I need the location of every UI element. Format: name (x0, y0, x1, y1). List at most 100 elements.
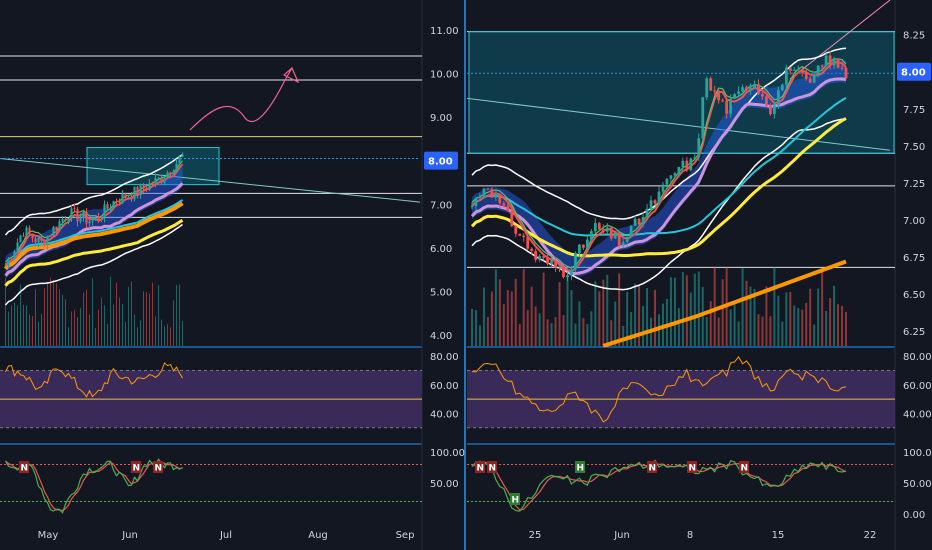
candle-body (530, 248, 534, 251)
candle-body (7, 258, 10, 266)
volume-bar (749, 286, 752, 346)
candle-body (725, 100, 729, 114)
volume-bar (534, 306, 537, 346)
left-chart-panel[interactable]: 11.0010.009.008.007.006.005.004.008.0080… (0, 0, 465, 550)
candle-body (94, 217, 97, 221)
volume-bar (53, 279, 54, 346)
volume-bar (8, 311, 9, 346)
volume-bar (71, 311, 72, 346)
volume-bar (733, 300, 736, 346)
volume-bar (164, 326, 165, 346)
volume-bar (558, 282, 561, 346)
rsi-line (5, 362, 183, 398)
volume-bar (101, 297, 102, 346)
volume-bar (833, 285, 836, 346)
candle-body (776, 90, 780, 106)
rsi-tick-label: 80.00 (903, 352, 932, 363)
volume-bar (821, 269, 824, 346)
date-tick-label: Jun (613, 530, 630, 541)
candle-body (749, 87, 752, 90)
candle-body (605, 227, 609, 232)
volume-bar (149, 293, 150, 346)
rsi-tick-label: 40.00 (430, 409, 459, 420)
stoch-marker-text: N (649, 464, 657, 474)
volume-bar (665, 298, 668, 346)
price-tick-label: 7.25 (903, 179, 925, 190)
candle-body (37, 237, 40, 243)
date-tick-label: Sep (396, 530, 415, 541)
volume-bar (713, 266, 716, 346)
stoch-marker-text: N (489, 464, 497, 474)
yellow-moving-average (470, 117, 847, 258)
stoch-tick-label: 100.00 (903, 448, 932, 459)
last-price-badge (897, 62, 931, 81)
volume-bar (661, 303, 664, 346)
right-chart-panel[interactable]: 8.258.007.757.507.257.006.756.506.258.00… (466, 0, 932, 550)
stoch-tick-label: 0.00 (903, 510, 925, 521)
candle-body (133, 186, 136, 200)
volume-bar (498, 279, 501, 346)
candle-body (97, 217, 100, 221)
candle-body (25, 227, 28, 237)
volume-bar (610, 320, 613, 346)
candle-body (67, 219, 70, 221)
upper-envelope (4, 153, 183, 236)
candle-body (28, 227, 31, 234)
volume-bar (522, 268, 525, 346)
volume-bar (17, 305, 18, 346)
candle-body (502, 203, 506, 206)
volume-bar (582, 318, 585, 346)
price-tick-label: 7.75 (903, 105, 925, 116)
volume-bar (140, 320, 141, 346)
candle-body (169, 172, 172, 175)
candle-body (22, 235, 25, 237)
candle-body (593, 223, 597, 232)
volume-bar (785, 292, 788, 346)
price-tick-label: 6.00 (430, 244, 452, 255)
candle-body (589, 231, 593, 240)
candle-body (828, 55, 832, 66)
volume-bar (41, 314, 42, 346)
candle-body (625, 236, 629, 243)
candle-body (16, 242, 19, 252)
yellow-moving-average (4, 218, 184, 287)
volume-bar (44, 288, 45, 346)
volume-bar (538, 313, 541, 346)
candle-body (145, 188, 148, 191)
volume-bar (20, 284, 21, 346)
candle-body (115, 201, 118, 203)
candle-body (769, 105, 772, 115)
volume-bar (566, 275, 569, 346)
candle-body (112, 201, 115, 209)
stoch-marker-text: N (741, 464, 749, 474)
range-box (468, 31, 895, 154)
volume-bar (59, 289, 60, 346)
volume-bar (158, 284, 159, 346)
date-tick-label: 22 (864, 530, 877, 541)
cyan-moving-average (471, 97, 847, 237)
candle-body (478, 197, 482, 199)
last-price-badge-text: 8.00 (901, 68, 926, 79)
volume-bar (86, 289, 87, 346)
volume-bar (482, 287, 485, 346)
candle-body (597, 223, 601, 230)
candle-body (816, 65, 820, 75)
volume-bar (741, 268, 744, 346)
candle-body (40, 237, 43, 241)
candle-body (49, 235, 52, 237)
volume-bar (170, 327, 171, 346)
volume-bar (598, 291, 601, 346)
candle-body (761, 93, 764, 97)
last-price-badge (424, 151, 458, 170)
volume-bar (173, 300, 174, 346)
drawn-path-arrow (189, 66, 300, 131)
candle-body (34, 238, 37, 243)
rsi-tick-label: 60.00 (430, 381, 459, 392)
candle-body (181, 154, 184, 157)
volume-bar (26, 305, 27, 346)
volume-bar (98, 309, 99, 346)
candle-body (753, 84, 756, 88)
candle-body (82, 212, 85, 219)
